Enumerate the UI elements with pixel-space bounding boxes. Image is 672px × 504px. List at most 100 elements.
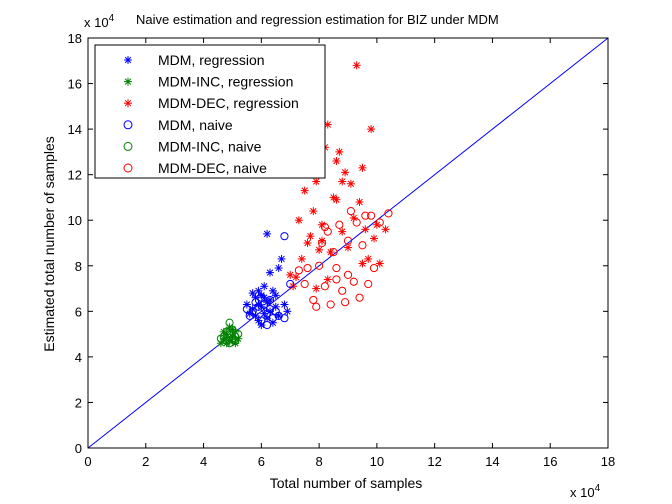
legend-entry: MDM-DEC, regression [124, 95, 299, 111]
data-point [364, 279, 373, 289]
data-point [323, 227, 332, 236]
diagonal-reference-line [87, 37, 609, 449]
data-point [306, 232, 315, 241]
y-tick-label: 16 [68, 77, 82, 92]
x-tick-label: 8 [315, 454, 322, 469]
data-point [375, 259, 384, 268]
data-point [332, 195, 341, 204]
data-point [271, 291, 280, 300]
data-point [260, 282, 269, 291]
data-point [335, 220, 344, 229]
data-point [329, 248, 338, 257]
data-point [286, 270, 295, 279]
data-point [323, 275, 332, 284]
legend-marker [124, 56, 132, 64]
legend-entry: MDM, naive [123, 117, 233, 133]
x-tick-label: 18 [601, 454, 615, 469]
data-point [280, 314, 289, 323]
data-point [257, 293, 266, 302]
data-point [355, 293, 364, 302]
data-point [268, 286, 277, 295]
data-point [300, 279, 309, 289]
y-tick-label: 2 [75, 395, 82, 410]
data-point [274, 264, 283, 273]
data-point [303, 263, 312, 273]
data-point [332, 275, 341, 284]
data-point [265, 295, 275, 305]
data-point [338, 177, 347, 186]
data-point [343, 236, 353, 245]
reference-line-layer [87, 37, 609, 449]
data-point [268, 314, 277, 323]
data-point [346, 207, 355, 216]
data-point [312, 284, 321, 293]
x-tick-label: 14 [485, 454, 499, 469]
x-exponent-label: x 104 [570, 483, 601, 500]
data-point [263, 309, 272, 318]
legend-entry: MDM, regression [124, 52, 265, 68]
data-point [294, 266, 303, 275]
data-point [320, 282, 329, 291]
data-point [260, 300, 269, 309]
legend-label: MDM-DEC, regression [158, 95, 299, 111]
y-tick-label: 10 [68, 213, 82, 228]
data-point [341, 298, 350, 307]
x-tick-label: 12 [427, 454, 441, 469]
data-point [257, 316, 266, 325]
data-point [315, 245, 324, 254]
data-point [263, 229, 272, 238]
data-point [297, 254, 306, 263]
data-point [271, 307, 280, 316]
data-point [234, 330, 243, 339]
chart-title: Naive estimation and regression estimati… [136, 12, 499, 27]
y-exponent-power: 4 [109, 13, 115, 24]
y-tick-label: 14 [68, 122, 82, 137]
x-exponent-base: x 10 [570, 485, 595, 500]
legend-marker [123, 163, 133, 173]
data-point [352, 218, 361, 227]
data-point [384, 209, 393, 218]
data-point [361, 211, 370, 220]
data-point [263, 320, 272, 330]
legend-marker [123, 120, 133, 130]
y-tick-label: 4 [75, 350, 82, 365]
x-tick-label: 4 [200, 454, 207, 469]
y-exponent-base: x 10 [84, 15, 109, 30]
data-point [370, 234, 378, 243]
data-point [251, 298, 260, 307]
x-tick-label: 6 [258, 454, 265, 469]
data-point [361, 225, 370, 234]
data-point [309, 207, 318, 216]
data-point [254, 302, 263, 311]
y-axis-ticks: 0 2 4 6 8 10 12 14 16 18 [68, 31, 608, 456]
data-point [344, 243, 352, 252]
data-marks [216, 61, 393, 348]
data-point [338, 227, 347, 236]
x-axis-ticks: 0 2 4 6 8 10 12 14 16 18 [84, 38, 615, 469]
data-point [248, 307, 257, 316]
data-point [349, 277, 358, 286]
data-point [335, 147, 344, 156]
data-point [332, 157, 341, 165]
data-point [358, 163, 367, 172]
legend-label: MDM, naive [158, 117, 233, 133]
series-3 [242, 232, 295, 330]
legend-label: MDM-DEC, naive [158, 160, 267, 176]
legend-label: MDM-INC, naive [158, 138, 262, 154]
data-point [228, 325, 237, 334]
y-tick-label: 0 [75, 441, 82, 456]
y-tick-label: 12 [68, 168, 82, 183]
data-point [216, 334, 225, 343]
data-point [283, 307, 292, 316]
legend-label: MDM, regression [158, 52, 265, 68]
series-4 [216, 318, 243, 348]
data-point [231, 332, 240, 341]
y-exponent-label: x 104 [84, 13, 115, 30]
data-point [266, 295, 274, 304]
data-point [346, 179, 355, 188]
data-point [312, 302, 321, 311]
data-point [242, 300, 251, 309]
data-point [315, 261, 324, 270]
legend-entry: MDM-INC, regression [124, 74, 293, 90]
